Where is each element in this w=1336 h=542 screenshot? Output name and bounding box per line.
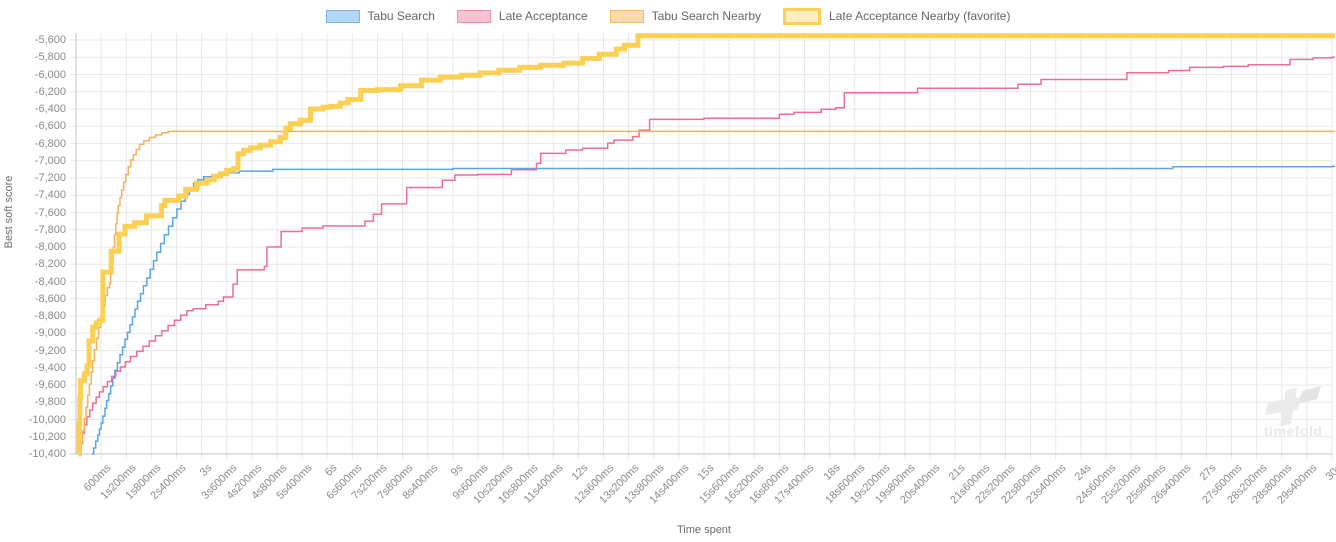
- timefold-logo-icon: [1265, 386, 1321, 426]
- legend-label: Late Acceptance: [498, 9, 588, 23]
- y-tick-label: -5,800: [34, 51, 66, 64]
- y-tick-label: -8,800: [34, 310, 66, 322]
- y-tick-label: -9,000: [34, 327, 66, 340]
- legend-swatch-icon: [325, 9, 360, 23]
- y-tick-label: -10,000: [28, 413, 66, 426]
- legend-label: Late Acceptance Nearby (favorite): [829, 9, 1011, 23]
- y-axis-title: Best soft score: [3, 175, 15, 249]
- legend-label: Tabu Search Nearby: [651, 9, 762, 23]
- y-tick-label: -7,000: [34, 154, 66, 167]
- y-tick-label: -7,200: [34, 172, 66, 184]
- legend-item-late-acceptance-nearby-favorite[interactable]: Late Acceptance Nearby (favorite): [783, 7, 1011, 25]
- y-tick-label: -5,600: [34, 34, 66, 46]
- legend-label: Tabu Search: [367, 9, 435, 23]
- legend-swatch-icon: [456, 9, 491, 23]
- y-tick-label: -7,400: [34, 189, 66, 202]
- y-tick-label: -7,600: [34, 206, 66, 219]
- chart-legend: Tabu Search Late Acceptance Tabu Search Ne…: [0, 6, 1336, 26]
- legend-item-tabu-search-nearby[interactable]: Tabu Search Nearby: [609, 9, 762, 23]
- legend-item-late-acceptance[interactable]: Late Acceptance: [456, 9, 588, 23]
- y-tick-label: -9,400: [34, 361, 66, 374]
- y-tick-label: -9,600: [34, 379, 66, 391]
- legend-swatch-icon: [609, 9, 644, 23]
- y-tick-label: -9,200: [34, 344, 66, 357]
- legend-item-tabu-search[interactable]: Tabu Search: [325, 9, 435, 23]
- y-tick-label: -6,000: [34, 68, 66, 81]
- y-tick-label: -8,600: [34, 292, 66, 305]
- y-tick-label: -10,200: [28, 430, 66, 443]
- y-tick-label: -6,200: [34, 85, 66, 98]
- y-tick-label: -8,000: [34, 241, 66, 253]
- y-tick-label: -9,800: [34, 396, 66, 409]
- y-tick-label: -6,600: [34, 120, 66, 133]
- legend-swatch-icon: [783, 7, 822, 25]
- y-tick-label: -6,800: [34, 137, 66, 150]
- y-tick-label: -7,800: [34, 223, 66, 236]
- y-tick-label: -8,200: [34, 258, 66, 271]
- y-tick-label: -10,400: [28, 448, 66, 460]
- y-tick-label: -6,400: [34, 103, 66, 115]
- watermark-text: timefold: [1264, 423, 1323, 439]
- y-tick-label: -8,400: [34, 275, 66, 288]
- x-axis-title: Time spent: [676, 524, 731, 536]
